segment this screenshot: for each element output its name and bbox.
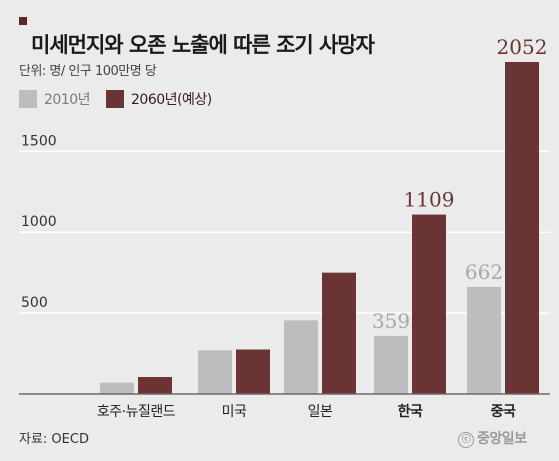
- x-category-label: 중국: [491, 404, 516, 420]
- x-category-label: 호주·뉴질랜드: [97, 404, 176, 420]
- copyright-icon: ⓒ: [458, 432, 474, 448]
- legend-swatch-2010: [19, 90, 37, 108]
- bar-2060: [138, 377, 172, 394]
- bar-2010: [100, 382, 134, 394]
- bar-2010: [198, 350, 232, 394]
- x-category-label: 한국: [398, 404, 423, 420]
- bar-2010: [284, 320, 318, 394]
- y-tick-label: 1500: [21, 133, 57, 149]
- data-label: 1109: [404, 188, 455, 212]
- x-category-label: 미국: [222, 404, 247, 420]
- bar-2010: [374, 335, 408, 394]
- publisher-name: 중앙일보: [477, 431, 527, 447]
- y-tick-label: 1000: [21, 214, 57, 230]
- legend-label-2060: 2060년(예상): [131, 92, 212, 108]
- y-tick-label: 500: [21, 295, 48, 311]
- legend-label-2010: 2010년: [44, 92, 91, 108]
- legend: 2010년 2060년(예상): [19, 89, 228, 109]
- data-label: 662: [465, 260, 503, 284]
- chart-title: 미세먼지와 오존 노출에 따른 조기 사망자: [31, 33, 375, 57]
- bar-2060: [322, 272, 356, 394]
- legend-item-2060: 2060년(예상): [106, 89, 212, 109]
- legend-swatch-2060: [106, 90, 125, 108]
- publisher-logo: ⓒ 중앙일보: [458, 428, 527, 448]
- bar-2010: [467, 286, 501, 394]
- title-accent: [19, 17, 27, 25]
- bar-2060: [236, 349, 270, 394]
- legend-item-2010: 2010년: [19, 89, 91, 109]
- data-label: 359: [372, 309, 410, 333]
- data-label: 2052: [497, 35, 548, 59]
- source-note: 자료: OECD: [19, 432, 89, 447]
- x-category-label: 일본: [308, 404, 333, 420]
- bar-2060: [412, 214, 446, 394]
- bar-2060: [505, 62, 539, 394]
- unit-note: 단위: 명/ 인구 100만명 당: [19, 64, 157, 79]
